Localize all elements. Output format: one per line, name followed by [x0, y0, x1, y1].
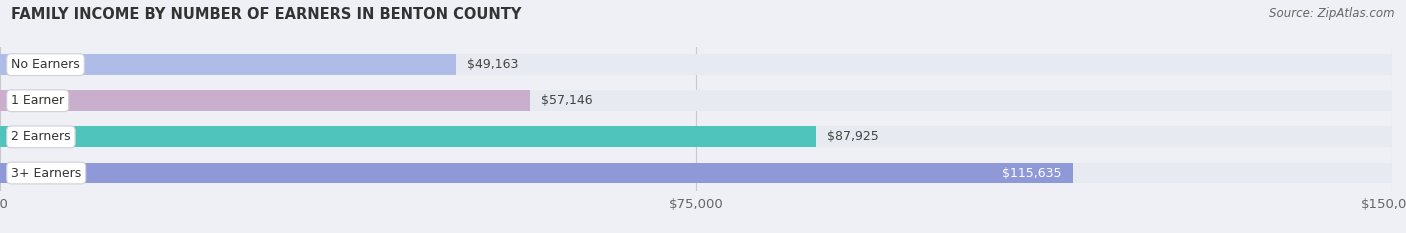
Text: $87,925: $87,925	[827, 130, 879, 143]
Bar	[0, 54, 456, 75]
Bar	[0, 54, 1392, 75]
Text: 1 Earner: 1 Earner	[11, 94, 65, 107]
Text: $49,163: $49,163	[467, 58, 519, 71]
Bar	[0, 163, 1073, 183]
Bar	[0, 127, 1392, 147]
Text: 2 Earners: 2 Earners	[11, 130, 70, 143]
Text: Source: ZipAtlas.com: Source: ZipAtlas.com	[1270, 7, 1395, 20]
Text: 3+ Earners: 3+ Earners	[11, 167, 82, 179]
Bar	[0, 90, 1392, 111]
Text: $115,635: $115,635	[1002, 167, 1062, 179]
Bar	[0, 127, 815, 147]
Text: FAMILY INCOME BY NUMBER OF EARNERS IN BENTON COUNTY: FAMILY INCOME BY NUMBER OF EARNERS IN BE…	[11, 7, 522, 22]
Text: No Earners: No Earners	[11, 58, 80, 71]
Bar	[0, 90, 530, 111]
Bar	[0, 163, 1392, 183]
Text: $57,146: $57,146	[541, 94, 593, 107]
